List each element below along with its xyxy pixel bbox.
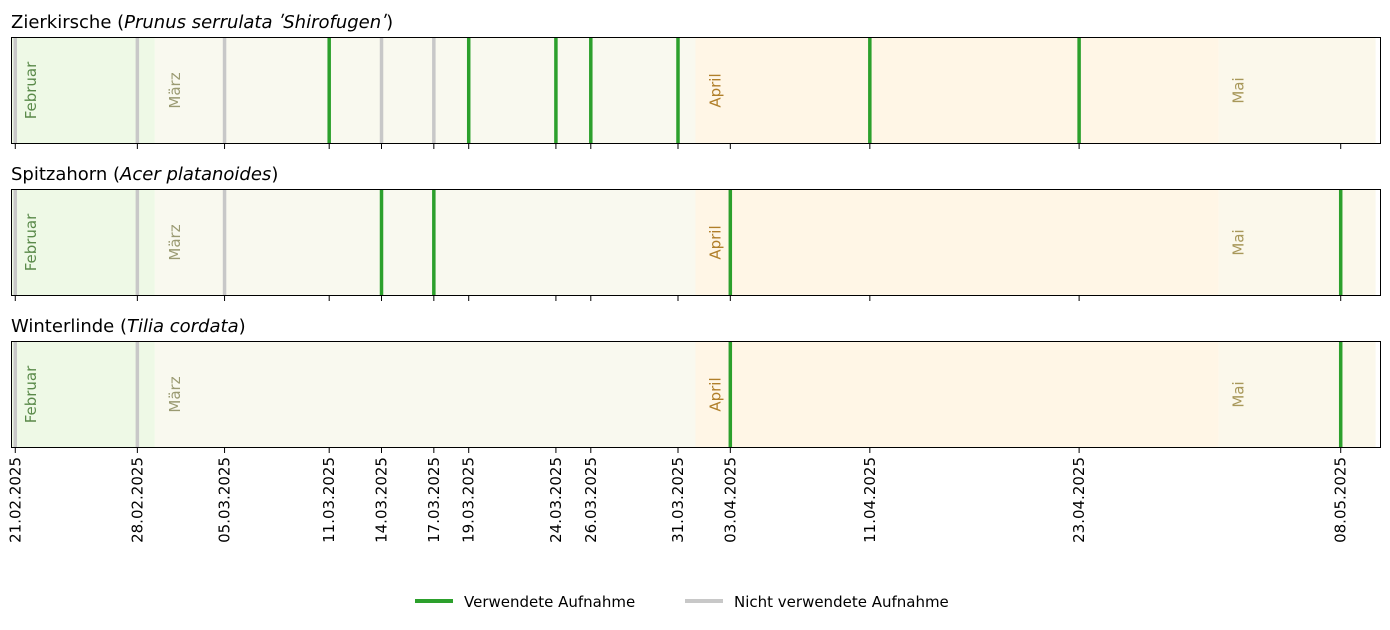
month-label: Mai bbox=[1230, 77, 1248, 103]
panel-title-prefix: Winterlinde ( bbox=[11, 316, 127, 337]
month-band-märz bbox=[154, 37, 696, 144]
month-band-april bbox=[695, 37, 1219, 144]
panel-frame bbox=[11, 189, 1381, 296]
month-band-april bbox=[695, 341, 1219, 448]
legend-label: Nicht verwendete Aufnahme bbox=[734, 593, 949, 611]
x-tick-label: 23.04.2025 bbox=[1070, 457, 1088, 543]
x-tick-label: 19.03.2025 bbox=[460, 457, 478, 543]
panel-title-prefix: Zierkirsche ( bbox=[11, 12, 124, 33]
legend: Verwendete Aufnahme Nicht verwendete Aufn… bbox=[415, 593, 949, 611]
month-label: März bbox=[166, 376, 184, 412]
month-label: März bbox=[166, 224, 184, 260]
month-band-februar bbox=[11, 37, 155, 144]
panel-title: Spitzahorn (Acer platanoides) bbox=[11, 164, 278, 185]
panel-1: Zierkirsche (Prunus serrulata ʹShirofuge… bbox=[11, 12, 1381, 149]
panel-frame bbox=[11, 341, 1381, 448]
month-band-februar bbox=[11, 341, 155, 448]
month-label: April bbox=[706, 377, 724, 411]
month-band-mai bbox=[1218, 189, 1376, 296]
panel-title-species: Acer platanoides bbox=[119, 164, 271, 185]
month-label: Mai bbox=[1230, 381, 1248, 407]
x-tick-label: 31.03.2025 bbox=[669, 457, 687, 543]
panel-title-suffix: ) bbox=[386, 12, 393, 33]
month-label: Mai bbox=[1230, 229, 1248, 255]
panel-title-species: Tilia cordata bbox=[127, 316, 239, 337]
panel-title-species: Prunus serrulata bbox=[124, 12, 272, 33]
panel-title-suffix: ) bbox=[271, 164, 278, 185]
month-label: April bbox=[706, 73, 724, 107]
x-tick-label: 08.05.2025 bbox=[1332, 457, 1350, 543]
month-band-märz bbox=[154, 189, 696, 296]
panel-title-suffix: ) bbox=[239, 316, 246, 337]
panel-2: Spitzahorn (Acer platanoides) Februar März… bbox=[11, 164, 1381, 301]
legend-label: Verwendete Aufnahme bbox=[464, 593, 635, 611]
panel-frame bbox=[11, 37, 1381, 144]
x-tick-label: 11.03.2025 bbox=[320, 457, 338, 543]
month-band-märz bbox=[154, 341, 696, 448]
month-band-april bbox=[695, 189, 1219, 296]
x-tick-label: 03.04.2025 bbox=[721, 457, 739, 543]
month-label: Februar bbox=[22, 365, 40, 423]
panel-title: Winterlinde (Tilia cordata) bbox=[11, 316, 246, 337]
x-tick-label: 28.02.2025 bbox=[128, 457, 146, 543]
month-label: Februar bbox=[22, 213, 40, 271]
panel-title-prefix: Spitzahorn ( bbox=[11, 164, 120, 185]
x-tick-label: 26.03.2025 bbox=[582, 457, 600, 543]
x-tick-label: 14.03.2025 bbox=[373, 457, 391, 543]
month-label: April bbox=[706, 225, 724, 259]
x-tick-label: 21.02.2025 bbox=[6, 457, 24, 543]
panel-title: Zierkirsche (Prunus serrulata ʹShirofuge… bbox=[11, 12, 393, 33]
panel-3: Winterlinde (Tilia cordata) Februar März Ap… bbox=[11, 316, 1381, 453]
month-band-mai bbox=[1218, 341, 1376, 448]
month-label: Februar bbox=[22, 61, 40, 119]
month-label: März bbox=[166, 72, 184, 108]
month-band-februar bbox=[11, 189, 155, 296]
x-tick-label: 24.03.2025 bbox=[547, 457, 565, 543]
panel-title-cultivar: ʹShirofugenʹ bbox=[273, 12, 389, 33]
x-tick-label: 05.03.2025 bbox=[216, 457, 234, 543]
x-tick-label: 17.03.2025 bbox=[425, 457, 443, 543]
x-tick-label: 11.04.2025 bbox=[861, 457, 879, 543]
month-band-mai bbox=[1218, 37, 1376, 144]
